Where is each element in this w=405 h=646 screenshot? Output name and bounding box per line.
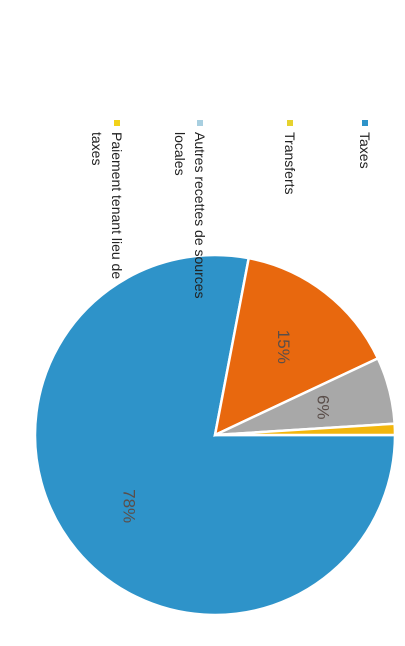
legend-marker	[114, 120, 120, 126]
legend-item-transferts: Transferts	[282, 120, 298, 195]
pie-slices	[33, 253, 397, 617]
legend-label: Autres recettes de sources	[192, 132, 208, 299]
data-label-autres-recettes-de-sources-locales: 6%	[314, 395, 333, 420]
legend: Taxes Transferts Autres recettes de source…	[89, 120, 373, 299]
data-label-transferts: 15%	[274, 330, 293, 364]
legend-marker	[197, 120, 203, 126]
pie-labels: 78%15%6%1%	[120, 330, 333, 523]
pie-slice-transferts	[213, 256, 380, 438]
legend-label: Transferts	[282, 132, 298, 195]
legend-label: Paiement tenant lieu de	[109, 132, 125, 279]
legend-label: locales	[172, 132, 188, 176]
legend-label: Taxes	[357, 132, 373, 169]
legend-marker	[287, 120, 293, 126]
legend-marker	[362, 120, 368, 126]
legend-item-taxes: Taxes	[357, 120, 373, 169]
pie-slice-paiement-tenant-lieu-de-taxes	[214, 422, 397, 437]
legend-label: taxes	[89, 132, 105, 165]
pie-slice-taxes	[33, 253, 397, 617]
data-label-taxes: 78%	[120, 489, 139, 523]
